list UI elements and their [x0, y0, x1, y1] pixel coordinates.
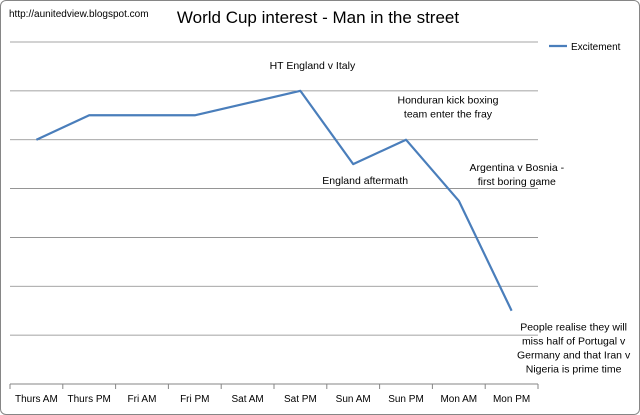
x-tick-labels: Thurs AM Thurs PM Fri AM Fri PM Sat AM Sat PM… [15, 394, 530, 405]
annotation-line: Argentina v Bosnia - [470, 162, 565, 174]
annotation-label: People realise they will miss half of Por… [517, 322, 631, 376]
series-line-excitement [35, 89, 513, 312]
annotation-line: Nigeria is prime time [526, 364, 622, 376]
gridlines [10, 41, 538, 336]
annotation-line: Honduran kick boxing [398, 95, 499, 107]
blog-url: http://aunitedview.blogspot.com [9, 9, 149, 20]
annotation-line: England aftermath [322, 175, 408, 187]
annotation-label: HT England v Italy [270, 60, 356, 72]
x-tick-label: Sat AM [231, 394, 263, 405]
x-tick-label: Sat PM [284, 394, 317, 405]
x-axis [9, 383, 539, 389]
annotation-line: People realise they will [520, 322, 627, 334]
x-tick-label: Thurs PM [68, 394, 111, 405]
x-tick-label: Sun AM [336, 394, 371, 405]
annotation-label: Honduran kick boxing team enter the fray [398, 95, 499, 121]
annotation-label: Argentina v Bosnia - first boring game [470, 162, 565, 188]
annotation-line: miss half of Portugal v [522, 336, 626, 348]
x-tick-label: Sun PM [388, 394, 424, 405]
x-tick-label: Fri PM [180, 394, 209, 405]
annotation-line: first boring game [478, 176, 556, 188]
x-tick-label: Mon AM [440, 394, 477, 405]
annotation-line: Germany and that Iran v [517, 350, 631, 362]
legend-label-excitement: Excitement [571, 42, 621, 53]
annotation-label: England aftermath [322, 175, 408, 187]
annotations: HT England v Italy England aftermath Hondu… [270, 60, 631, 376]
x-tick-label: Mon PM [493, 394, 530, 405]
series-excitement [35, 89, 513, 312]
x-tick-label: Thurs AM [15, 394, 58, 405]
chart-title: World Cup interest - Man in the street [177, 8, 459, 27]
legend: Excitement [549, 42, 621, 53]
x-tick-label: Fri AM [128, 394, 157, 405]
annotation-line: HT England v Italy [270, 60, 356, 72]
annotation-line: team enter the fray [404, 109, 493, 121]
